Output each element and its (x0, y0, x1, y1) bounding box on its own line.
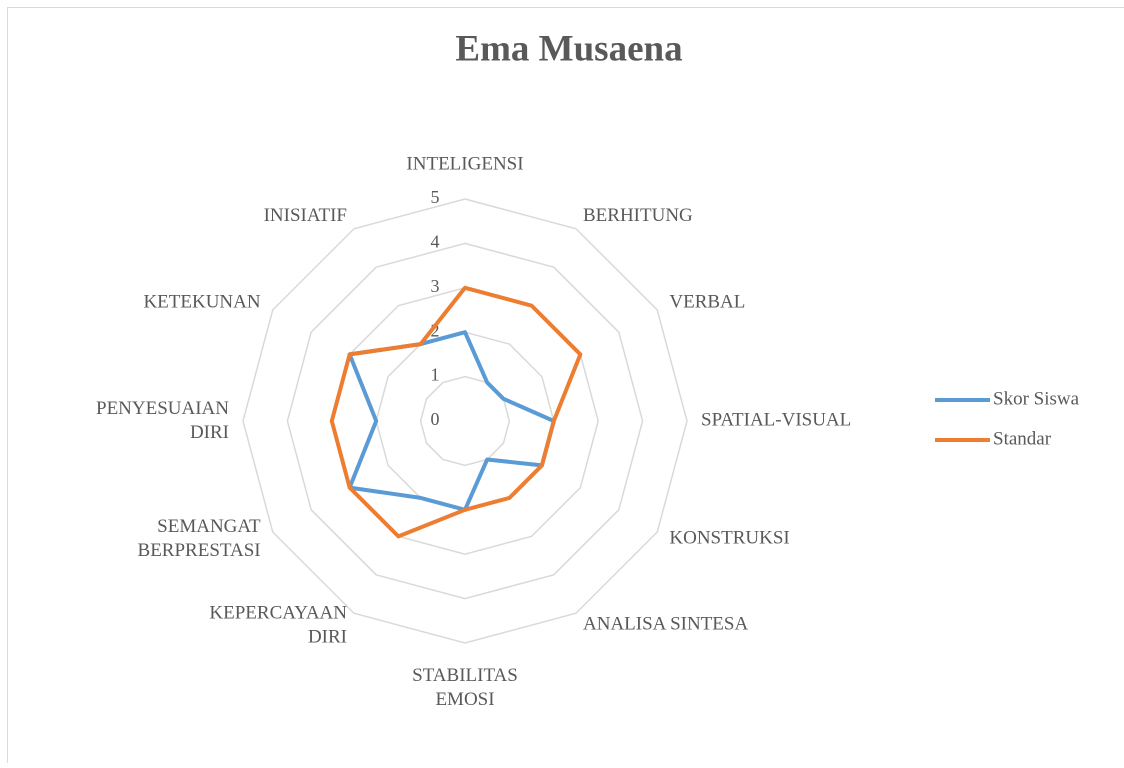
category-label: BERHITUNG (583, 205, 693, 226)
legend-label: Skor Siswa (993, 388, 1080, 409)
category-label: SPATIAL-VISUAL (701, 409, 851, 430)
r-tick-label: 4 (431, 232, 440, 252)
r-tick-label: 0 (431, 409, 440, 429)
category-label: KETEKUNAN (143, 291, 260, 312)
chart-title: Ema Musaena (455, 28, 682, 69)
r-tick-label: 5 (431, 187, 440, 207)
category-label: VERBAL (669, 291, 745, 312)
category-label: KONSTRUKSI (669, 527, 789, 548)
chart-area (8, 8, 1124, 764)
r-tick-label: 1 (431, 365, 440, 385)
legend-label: Standar (993, 428, 1052, 449)
category-label: INISIATIF (264, 205, 347, 226)
category-label: ANALISA SINTESA (583, 614, 748, 635)
category-label: INTELIGENSI (406, 153, 523, 174)
r-tick-label: 3 (431, 276, 440, 296)
